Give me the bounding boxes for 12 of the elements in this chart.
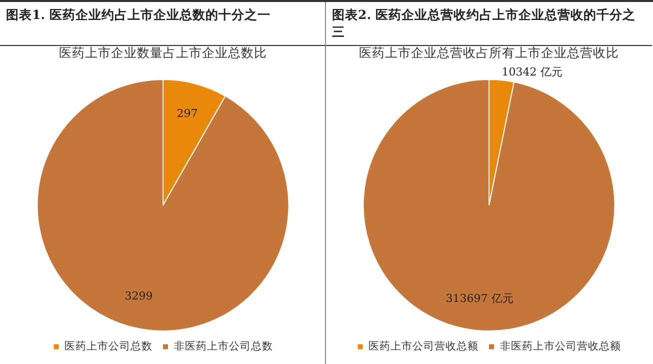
data-label: 313697 亿元: [446, 292, 514, 305]
legend-label: 非医药上市公司营收总额: [500, 339, 621, 352]
data-label: 297: [176, 106, 198, 120]
chart-title: 图表2. 医药企业总营收约占上市企业总营收的千分之三: [326, 2, 652, 46]
chart-subtitle: 医药上市企业数量占上市企业总数比: [59, 44, 267, 60]
legend-label: 医药上市公司营收总额: [368, 339, 478, 352]
data-label: 3299: [124, 289, 153, 302]
chart-title: 图表1. 医药企业约占上市企业总数的十分之一: [0, 2, 325, 46]
legend-label: 非医药上市公司总数: [174, 339, 273, 352]
data-label: 10342 亿元: [502, 66, 562, 78]
chart-subtitle: 医药上市企业总营收占所有上市企业总营收比: [359, 44, 619, 60]
legend-label: 医药上市公司总数: [64, 339, 152, 352]
